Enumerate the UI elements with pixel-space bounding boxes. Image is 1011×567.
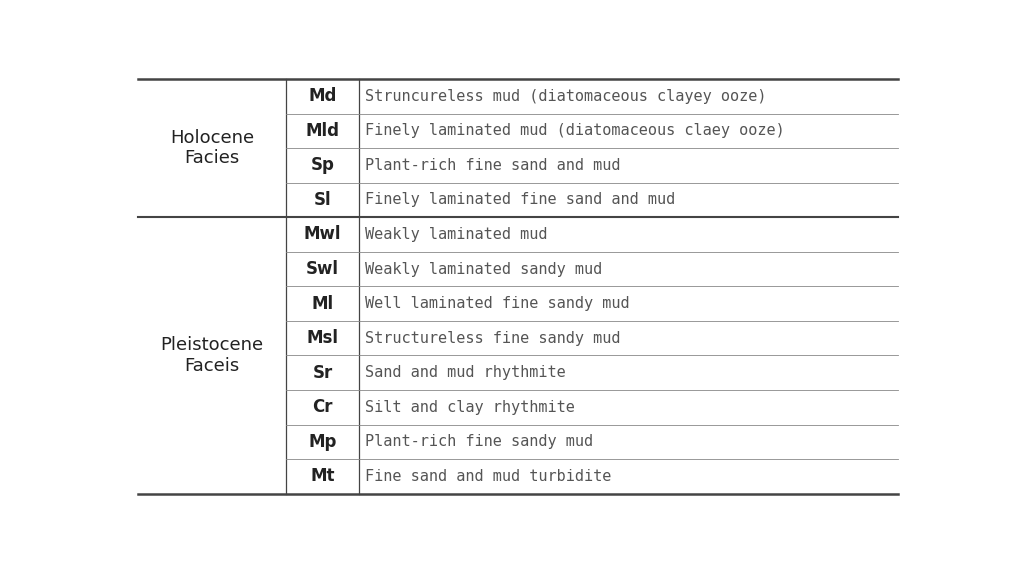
Text: Well laminated fine sandy mud: Well laminated fine sandy mud xyxy=(365,296,630,311)
Text: Finely laminated fine sand and mud: Finely laminated fine sand and mud xyxy=(365,192,675,208)
Text: Mwl: Mwl xyxy=(303,226,341,243)
Text: Holocene
Facies: Holocene Facies xyxy=(170,129,255,167)
Text: Cr: Cr xyxy=(312,398,333,416)
Text: Plant-rich fine sandy mud: Plant-rich fine sandy mud xyxy=(365,434,592,450)
Text: Structureless fine sandy mud: Structureless fine sandy mud xyxy=(365,331,621,346)
Text: Fine sand and mud turbidite: Fine sand and mud turbidite xyxy=(365,469,612,484)
Text: Sl: Sl xyxy=(313,191,332,209)
Text: Ml: Ml xyxy=(311,295,334,312)
Text: Mp: Mp xyxy=(308,433,337,451)
Text: Weakly laminated sandy mud: Weakly laminated sandy mud xyxy=(365,261,603,277)
Text: Swl: Swl xyxy=(306,260,339,278)
Text: Weakly laminated mud: Weakly laminated mud xyxy=(365,227,547,242)
Text: Msl: Msl xyxy=(306,329,339,347)
Text: Finely laminated mud (diatomaceous claey ooze): Finely laminated mud (diatomaceous claey… xyxy=(365,123,785,138)
Text: Md: Md xyxy=(308,87,337,105)
Text: Sr: Sr xyxy=(312,364,333,382)
Text: Struncureless mud (diatomaceous clayey ooze): Struncureless mud (diatomaceous clayey o… xyxy=(365,89,766,104)
Text: Mld: Mld xyxy=(305,122,340,140)
Text: Sand and mud rhythmite: Sand and mud rhythmite xyxy=(365,365,565,380)
Text: Plant-rich fine sand and mud: Plant-rich fine sand and mud xyxy=(365,158,621,173)
Text: Silt and clay rhythmite: Silt and clay rhythmite xyxy=(365,400,574,415)
Text: Pleistocene
Faceis: Pleistocene Faceis xyxy=(161,336,264,375)
Text: Sp: Sp xyxy=(310,156,335,175)
Text: Mt: Mt xyxy=(310,467,335,485)
